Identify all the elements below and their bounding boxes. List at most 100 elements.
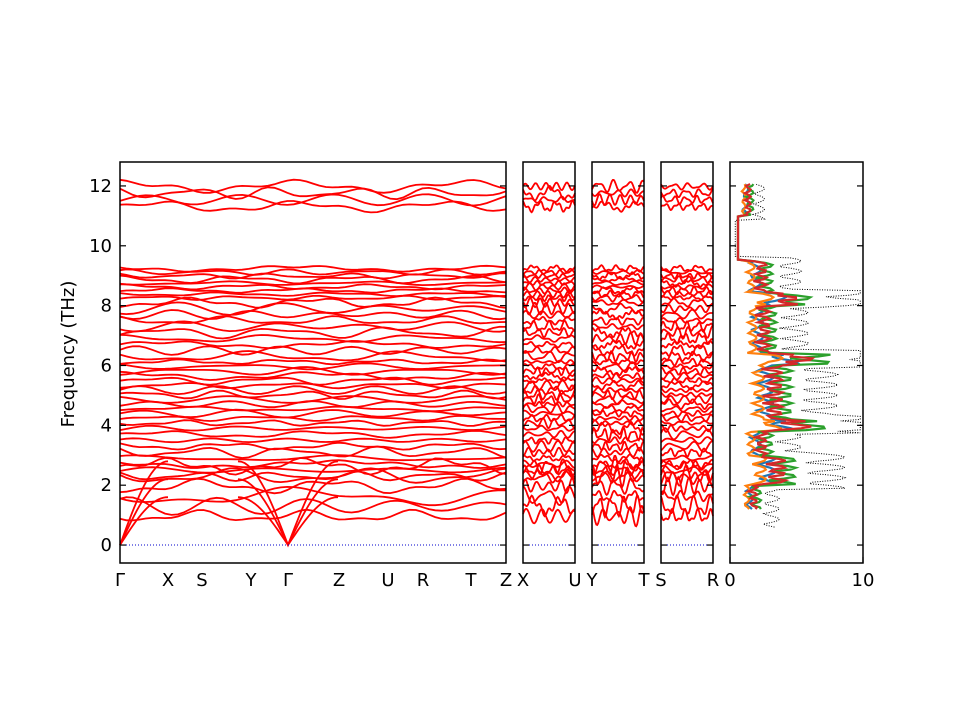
phonon-band-line <box>522 309 575 320</box>
phonon-band-line <box>119 456 507 476</box>
phonon-band-line <box>119 441 507 451</box>
partial-dos-line <box>736 183 816 510</box>
phonon-band-line <box>522 400 576 408</box>
phonon-band-line <box>119 309 507 321</box>
phonon-band-line <box>660 475 714 497</box>
band-panel-1: 0 2 4 6 8 10 12 Γ X S Y Γ Z U R T Z <box>89 161 512 591</box>
phonon-band-line <box>119 296 507 309</box>
phonon-band-line <box>660 440 714 453</box>
phonon-band-line <box>522 468 576 484</box>
x-tick-label: Z <box>333 570 345 591</box>
total-dos-line <box>734 183 861 528</box>
x-tick-label: R <box>707 570 720 591</box>
x-tick-label: T <box>465 570 478 591</box>
y-tick-label: 0 <box>101 535 112 556</box>
acoustic-band-line <box>119 496 169 546</box>
dos-x-tick-label: 10 <box>852 570 875 591</box>
x-tick-label: U <box>568 570 581 591</box>
phonon-band-line <box>660 494 714 516</box>
phonon-band-line <box>522 362 576 371</box>
phonon-band-line <box>119 477 507 495</box>
phonon-band-line <box>119 370 507 381</box>
phonon-band-line <box>660 297 714 308</box>
panel-frame <box>660 161 714 564</box>
phonon-band-line <box>119 376 507 386</box>
phonon-band-line <box>119 358 507 366</box>
phonon-band-line <box>522 409 576 418</box>
phonon-band-line <box>591 323 645 331</box>
phonon-band-line <box>591 271 645 281</box>
phonon-band-line <box>119 178 507 194</box>
panel-frame <box>591 161 645 564</box>
y-tick-label: 6 <box>101 355 112 376</box>
phonon-band-line <box>522 340 576 349</box>
phonon-band-line <box>591 415 645 422</box>
phonon-band-line <box>119 459 507 469</box>
phonon-band-line <box>522 327 576 339</box>
phonon-band-line <box>591 372 645 380</box>
panel-frame <box>119 161 507 564</box>
phonon-band-line <box>591 446 645 458</box>
phonon-band-line <box>522 264 576 273</box>
phonon-band-line <box>591 409 645 418</box>
phonon-band-line <box>522 334 576 343</box>
y-tick-label: 2 <box>101 475 112 496</box>
phonon-band-line <box>660 447 714 458</box>
phonon-band-line <box>522 268 576 276</box>
x-tick-label: Y <box>586 570 599 591</box>
phonon-band-line <box>660 423 714 433</box>
x-tick-label: R <box>417 570 430 591</box>
phonon-band-line <box>591 454 645 479</box>
phonon-band-line <box>660 391 714 398</box>
phonon-band-line <box>591 284 645 289</box>
phonon-band-line <box>660 308 713 320</box>
phonon-band-line <box>660 285 714 296</box>
phonon-band-line <box>119 264 507 273</box>
y-tick-label: 12 <box>89 176 112 197</box>
phonon-band-line <box>660 459 714 474</box>
x-tick-label: T <box>638 570 651 591</box>
phonon-band-line <box>591 426 645 443</box>
phonon-band-line <box>660 202 713 212</box>
phonon-band-line <box>522 296 576 309</box>
phonon-band-line <box>522 199 576 214</box>
phonon-band-line <box>591 477 645 497</box>
phonon-band-line <box>660 413 714 423</box>
x-tick-label: Z <box>500 570 512 591</box>
phonon-band-line <box>660 363 714 370</box>
phonon-band-line <box>591 344 645 357</box>
phonon-band-line <box>591 302 645 315</box>
phonon-band-line <box>591 436 645 445</box>
phonon-band-line <box>660 264 714 273</box>
phonon-band-line <box>119 325 507 340</box>
phonon-band-line <box>119 291 507 298</box>
phonon-band-line <box>522 458 576 476</box>
phonon-band-line <box>522 507 576 525</box>
phonon-band-line <box>119 301 507 316</box>
phonon-band-line <box>660 357 714 367</box>
phonon-band-line <box>660 325 714 340</box>
x-tick-label: S <box>655 570 666 591</box>
phonon-band-line <box>660 289 714 299</box>
dos-panel: 0 10 <box>724 161 875 591</box>
phonon-band-line <box>119 186 507 201</box>
phonon-band-line <box>522 275 576 284</box>
phonon-band-line <box>660 272 714 280</box>
phonon-band-line <box>522 464 576 477</box>
phonon-band-line <box>522 384 576 396</box>
dos-x-tick-label: 0 <box>724 570 735 591</box>
phonon-band-line <box>522 429 576 439</box>
phonon-band-line <box>660 194 714 205</box>
phonon-band-line <box>660 386 714 394</box>
acoustic-band-line <box>119 460 169 546</box>
phonon-band-line <box>522 403 576 415</box>
phonon-band-line <box>660 454 714 462</box>
phonon-band-line <box>591 179 645 194</box>
x-tick-label: U <box>381 570 394 591</box>
phonon-band-line <box>522 345 576 354</box>
phonon-band-line <box>522 279 576 287</box>
phonon-band-line <box>591 193 645 207</box>
phonon-band-line <box>591 489 645 503</box>
